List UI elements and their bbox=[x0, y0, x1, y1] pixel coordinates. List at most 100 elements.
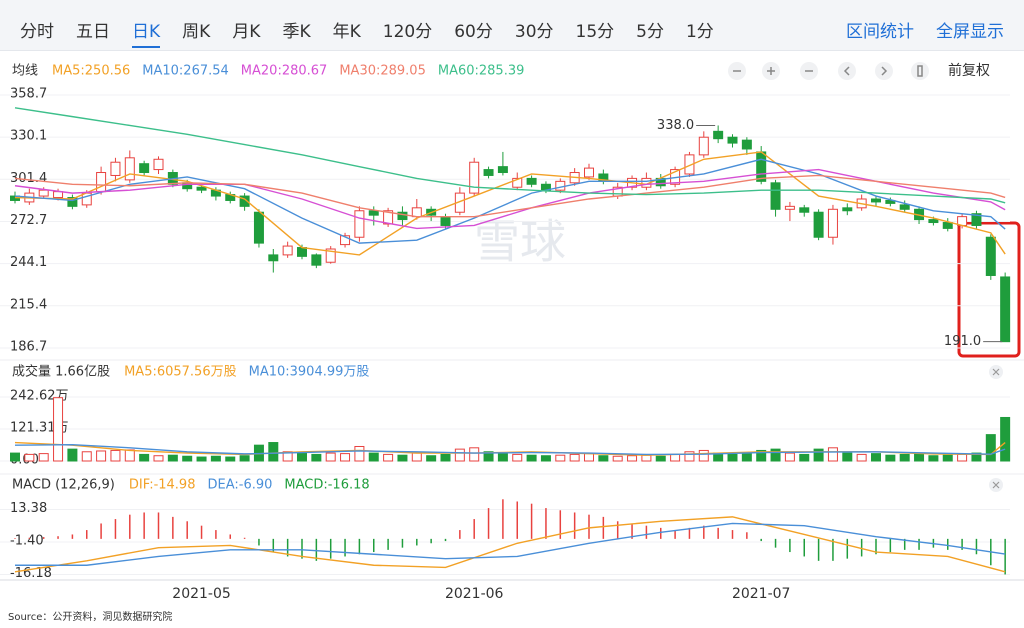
volume-bar bbox=[942, 454, 953, 462]
candle-body bbox=[584, 167, 594, 178]
volume-bar bbox=[24, 453, 35, 462]
panel-title: MACD (12,26,9) bbox=[12, 478, 115, 493]
candle-body bbox=[526, 177, 537, 185]
volume-bar bbox=[167, 454, 178, 462]
volume-bar bbox=[38, 453, 49, 462]
volume-bar bbox=[67, 448, 78, 462]
volume-bar bbox=[325, 452, 336, 462]
candle-body bbox=[885, 199, 896, 204]
volume-bar bbox=[225, 456, 236, 462]
ma-line bbox=[14, 158, 1006, 244]
x-tick-label: 2021-07 bbox=[732, 586, 791, 602]
ma-line bbox=[14, 516, 1006, 573]
volume-bar bbox=[469, 447, 480, 462]
tab[interactable]: 120分 bbox=[382, 22, 433, 42]
candle-body bbox=[397, 211, 408, 221]
annotation: 191.0 bbox=[944, 334, 981, 349]
candle-body bbox=[784, 205, 795, 210]
volume-bar bbox=[813, 448, 824, 462]
candle-body bbox=[124, 157, 135, 181]
volume-bar bbox=[196, 456, 207, 462]
tab[interactable]: 5分 bbox=[636, 22, 664, 42]
volume-bar bbox=[497, 452, 508, 462]
legend-item: MACD:-16.18 bbox=[284, 478, 369, 493]
candle-body bbox=[497, 166, 508, 174]
volume-bar bbox=[354, 445, 365, 462]
volume-bar bbox=[153, 455, 164, 462]
ma-line bbox=[14, 107, 1006, 204]
ma-line bbox=[14, 151, 1006, 256]
volume-bar bbox=[411, 452, 422, 462]
y-tick-label: 244.1 bbox=[10, 255, 47, 270]
ma-line bbox=[14, 443, 1006, 456]
volume-bar bbox=[627, 455, 638, 462]
tab[interactable]: 五日 bbox=[76, 22, 110, 42]
candle-body bbox=[368, 210, 379, 216]
candle-body bbox=[411, 207, 422, 218]
y-tick-label: 301.4 bbox=[10, 171, 47, 186]
volume-bar bbox=[799, 453, 810, 462]
candle-body bbox=[38, 189, 49, 197]
candle-body bbox=[282, 245, 293, 256]
tab[interactable]: 30分 bbox=[514, 22, 554, 42]
y-tick-label: -16.18 bbox=[10, 566, 52, 581]
volume-bar bbox=[1000, 416, 1011, 462]
toolbar-icons[interactable] bbox=[728, 62, 929, 80]
volume-bar bbox=[784, 452, 795, 462]
tab[interactable]: 1分 bbox=[685, 22, 714, 42]
volume-bar bbox=[268, 442, 279, 462]
legend-item: MA10:267.54 bbox=[142, 64, 229, 79]
candle-body bbox=[899, 204, 910, 210]
candle-body bbox=[698, 136, 709, 156]
tab[interactable]: 分时 bbox=[20, 22, 54, 42]
volume-bar bbox=[311, 453, 322, 462]
candle-body bbox=[383, 210, 394, 225]
candle-body bbox=[713, 130, 724, 140]
y-tick-label: 215.4 bbox=[10, 297, 47, 312]
candle-body bbox=[842, 207, 853, 212]
candle-body bbox=[512, 177, 523, 188]
tab[interactable]: 季K bbox=[282, 22, 311, 42]
adjust-label[interactable]: 前复权 bbox=[948, 62, 990, 79]
source: Source：公开资料，洞见数据研究院 bbox=[8, 610, 172, 623]
tool-button[interactable]: 区间统计 bbox=[846, 22, 914, 42]
volume-bar bbox=[756, 449, 767, 462]
legend-item: MA5:250.56 bbox=[52, 64, 130, 79]
volume-bar bbox=[641, 454, 652, 462]
tab[interactable]: 60分 bbox=[454, 22, 493, 42]
volume-bar bbox=[139, 453, 150, 462]
volume-bar bbox=[210, 455, 221, 462]
candle-body bbox=[311, 254, 322, 266]
volume-bar bbox=[526, 454, 537, 462]
legend-item: MA10:3904.99万股 bbox=[249, 365, 370, 380]
tab[interactable]: 年K bbox=[332, 22, 361, 42]
volume-bar bbox=[871, 453, 881, 462]
volume-bar bbox=[612, 455, 623, 462]
volume-bar bbox=[899, 453, 910, 462]
candle-body bbox=[770, 182, 781, 210]
legend-item: MA30:289.05 bbox=[339, 64, 426, 79]
tab[interactable]: 日K bbox=[132, 17, 161, 48]
volume-bar bbox=[297, 452, 307, 462]
candle-body bbox=[67, 197, 78, 207]
volume-bar bbox=[96, 450, 107, 462]
close-buttons[interactable] bbox=[989, 365, 1003, 492]
x-tick-label: 2021-05 bbox=[172, 586, 231, 602]
y-tick-label: 330.1 bbox=[10, 129, 47, 144]
candle-body bbox=[985, 236, 996, 276]
volume-bar bbox=[483, 451, 494, 462]
tool-button[interactable]: 全屏显示 bbox=[936, 22, 1004, 42]
tab[interactable]: 月K bbox=[232, 22, 261, 42]
candle-body bbox=[325, 248, 336, 263]
candle-body bbox=[239, 195, 250, 207]
panel-title: 均线 bbox=[12, 64, 38, 79]
volume-bar bbox=[569, 453, 580, 462]
candle-body bbox=[813, 211, 824, 238]
volume-bar bbox=[584, 453, 594, 462]
tab[interactable]: 周K bbox=[182, 22, 211, 42]
tab[interactable]: 15分 bbox=[575, 22, 615, 42]
candle-body bbox=[971, 213, 982, 226]
volume-bar bbox=[239, 455, 250, 462]
candle-body bbox=[153, 158, 164, 171]
